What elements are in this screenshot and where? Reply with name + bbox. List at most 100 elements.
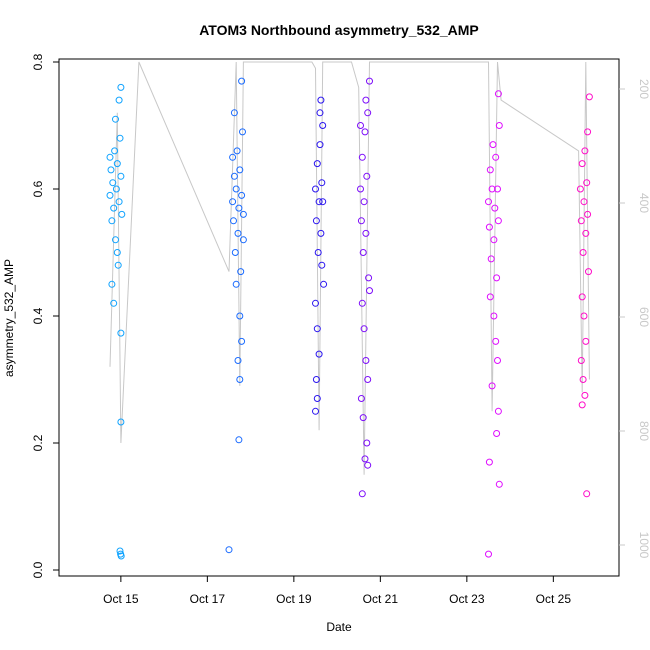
data-point [230,109,238,117]
profile-line [109,61,590,475]
data-point [239,128,246,136]
data-point [494,407,502,415]
y-tick-label: 0.6 [31,180,45,197]
data-point [364,109,372,117]
data-point [111,147,119,155]
data-point [113,160,121,168]
x-tick-label: Oct 25 [536,592,572,606]
data-point [577,217,585,225]
data-point [487,255,495,263]
chart-title: ATOM3 Northbound asymmetry_532_AMP [199,22,479,38]
data-point [361,128,369,136]
data-point [485,198,492,206]
x-tick-label: Oct 19 [276,592,312,606]
data-point [495,480,503,488]
data-point [492,337,500,345]
data-point [580,198,588,206]
data-point [485,550,492,558]
y2-tick-label: 200 [637,79,650,99]
data-point [234,229,242,237]
y2-axis: 200 400 600 800 1000 [619,79,650,559]
data-point [489,141,497,149]
data-point [579,376,587,383]
data-point [584,128,592,136]
data-point [316,109,324,117]
data-point [492,153,500,161]
data-point [313,395,321,402]
data-point [579,249,587,256]
data-point [238,77,246,85]
data-point [583,179,591,187]
data-point [225,546,233,554]
y-tick-label: 0.2 [31,434,45,451]
data-point [576,185,584,193]
data-point [229,198,237,206]
data-point [312,299,319,307]
data-point [235,204,243,212]
data-point [578,293,586,301]
data-point [488,185,496,193]
data-point [312,376,320,383]
data-point [359,414,367,422]
data-point [234,357,242,364]
data-point [361,455,369,463]
y-tick-label: 0.8 [31,53,45,70]
data-point [317,96,325,104]
data-point [363,439,371,447]
data-point [313,160,321,168]
data-point [494,185,501,193]
data-point [581,147,589,155]
data-point [363,172,371,180]
data-point [117,172,125,180]
data-point [110,299,118,307]
data-point [317,229,325,237]
data-point [236,166,244,174]
y2-tick-label: 600 [637,307,650,327]
data-point [494,90,502,98]
data-point [488,382,496,390]
x-axis-label: Date [326,620,352,634]
data-point [117,83,125,91]
data-point [107,166,115,174]
data-point [117,418,125,426]
data-point [106,153,114,161]
data-point [232,280,240,288]
data-point [493,274,501,282]
data-point [578,401,586,409]
data-point [495,122,503,129]
data-point [485,458,493,466]
data-point [357,122,364,129]
data-point [580,312,588,320]
data-point [362,96,370,104]
data-point [358,299,366,307]
data-point [233,147,241,155]
data-point [230,217,237,225]
x-tick-label: Oct 23 [449,592,485,606]
data-point [582,337,590,345]
data-point [360,198,368,206]
data-point [360,325,368,333]
data-point [108,217,116,225]
data-point [584,210,592,218]
data-point [490,312,498,320]
data-point [318,261,326,269]
y-tick-label: 0.0 [31,561,45,578]
data-point [315,350,323,358]
y-tick-label: 0.4 [31,307,45,324]
data-point [116,134,124,142]
data-point [316,141,324,149]
data-point [319,122,327,129]
data-point [238,191,246,199]
data-point [108,280,116,288]
data-points-layer [106,77,593,560]
y-axis-label: asymmetry_532_AMP [2,259,16,377]
data-point [118,210,126,218]
y2-tick-label: 1000 [637,532,650,559]
data-point [115,198,123,206]
data-point [231,249,239,256]
data-point [106,191,114,199]
data-point [583,490,591,498]
data-point [238,337,246,345]
data-point [366,287,373,295]
